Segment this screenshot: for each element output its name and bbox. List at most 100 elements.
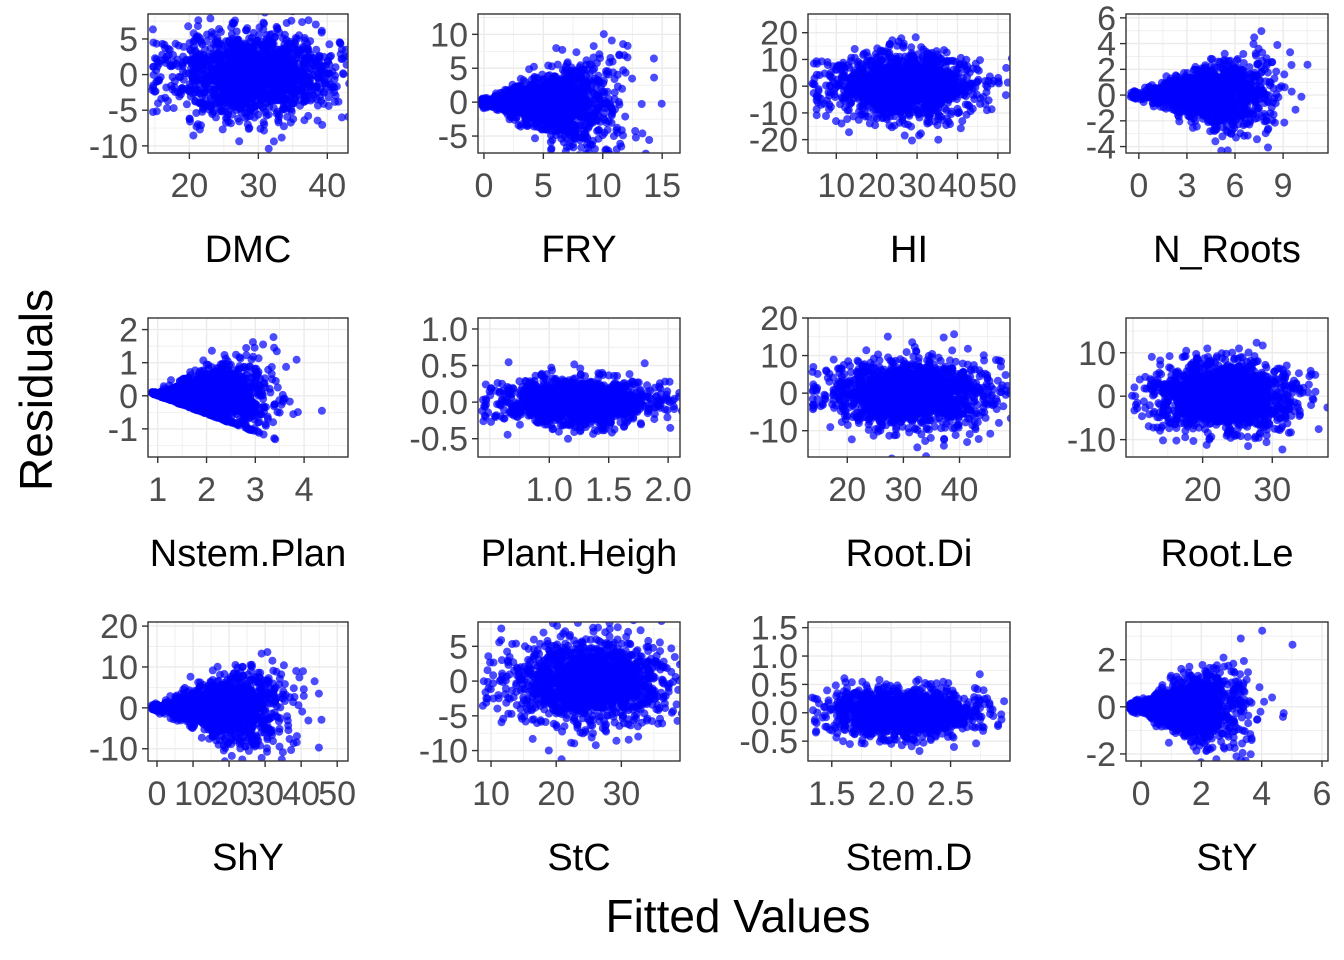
- data-point: [577, 81, 586, 90]
- data-point: [944, 117, 953, 126]
- data-point: [149, 62, 158, 71]
- data-point: [873, 44, 882, 53]
- data-point: [1003, 78, 1010, 87]
- data-point: [1040, 83, 1048, 91]
- data-point: [203, 30, 212, 39]
- data-point: [620, 51, 629, 60]
- data-point: [249, 47, 257, 56]
- data-point: [625, 160, 633, 168]
- data-point: [556, 121, 565, 130]
- data-point: [352, 39, 360, 47]
- data-point: [987, 105, 996, 114]
- data-point: [317, 28, 326, 37]
- data-point: [874, 52, 883, 61]
- data-point: [286, 118, 295, 127]
- data-point: [961, 100, 970, 109]
- data-point: [503, 110, 512, 119]
- data-point: [520, 108, 529, 117]
- data-point: [163, 104, 171, 113]
- data-point: [862, 81, 870, 90]
- data-point: [567, 83, 576, 92]
- data-point: [847, 73, 856, 82]
- data-point: [237, 108, 246, 117]
- data-point: [226, 119, 235, 128]
- data-point: [898, 113, 907, 122]
- data-point: [885, 40, 894, 49]
- data-point: [567, 63, 576, 72]
- data-point: [209, 75, 217, 84]
- data-point: [565, 142, 574, 151]
- x-tick-label: 40: [308, 167, 346, 205]
- data-point: [600, 88, 609, 97]
- data-point: [218, 125, 227, 134]
- data-point: [900, 119, 909, 128]
- data-point: [223, 80, 232, 89]
- data-point: [261, 14, 269, 17]
- data-point: [989, 77, 998, 85]
- data-point: [320, 88, 328, 97]
- data-point: [514, 101, 523, 110]
- data-point: [914, 84, 923, 93]
- data-point: [935, 111, 944, 120]
- y-tick-label: 20: [760, 15, 798, 53]
- data-point: [352, 59, 360, 67]
- data-point: [584, 124, 593, 132]
- panel-label: FRY: [541, 229, 616, 271]
- data-point: [189, 131, 198, 140]
- data-point: [1002, 63, 1010, 72]
- x-tick-label: 20: [858, 167, 896, 205]
- data-point: [212, 39, 221, 48]
- data-point: [281, 78, 290, 87]
- data-point: [577, 73, 586, 82]
- data-point: [841, 103, 849, 112]
- data-point: [198, 40, 207, 49]
- data-point: [303, 68, 312, 77]
- data-point: [250, 84, 258, 93]
- x-tick-label: 50: [979, 167, 1017, 205]
- data-point: [599, 30, 608, 39]
- panel-border: [147, 13, 349, 154]
- data-point: [558, 115, 567, 124]
- data-point: [579, 92, 588, 101]
- data-point: [963, 65, 972, 74]
- data-point: [326, 86, 335, 94]
- data-point: [952, 65, 961, 74]
- data-point: [881, 66, 890, 74]
- x-tick-label: 5: [534, 167, 553, 205]
- data-point: [185, 80, 194, 89]
- data-point: [282, 19, 291, 27]
- data-point: [981, 100, 990, 109]
- data-point: [208, 108, 217, 117]
- data-point: [284, 46, 293, 55]
- data-point: [184, 22, 193, 31]
- data-point: [879, 47, 888, 56]
- data-point: [243, 24, 252, 33]
- data-point: [330, 75, 339, 84]
- data-point: [218, 85, 227, 94]
- data-point: [832, 117, 840, 126]
- data-point: [572, 48, 581, 57]
- data-point: [248, 99, 257, 108]
- data-point: [927, 55, 936, 64]
- data-point: [868, 76, 877, 85]
- data-point: [213, 93, 221, 102]
- data-point: [860, 49, 868, 58]
- data-point: [340, 52, 348, 61]
- data-point: [232, 61, 241, 70]
- data-point: [296, 45, 305, 54]
- data-point: [908, 83, 917, 92]
- data-point: [263, 65, 272, 74]
- data-point: [872, 114, 881, 123]
- data-point: [256, 124, 265, 133]
- y-tick-label: -5: [108, 92, 138, 130]
- data-point: [547, 144, 556, 153]
- data-point: [170, 83, 179, 91]
- y-tick-label: 0: [779, 68, 798, 106]
- data-point: [273, 24, 282, 33]
- data-point: [864, 94, 873, 103]
- data-point: [342, 60, 348, 69]
- data-point: [601, 146, 610, 153]
- data-point: [231, 16, 239, 25]
- data-point: [151, 87, 160, 96]
